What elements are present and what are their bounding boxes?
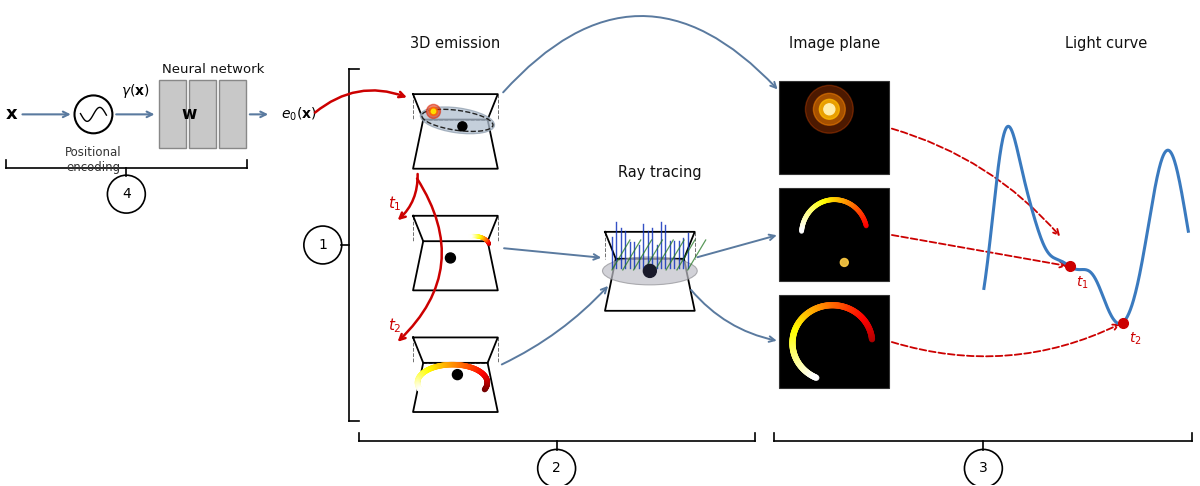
Text: $\mathbf{w}$: $\mathbf{w}$ bbox=[181, 105, 198, 123]
Text: Image plane: Image plane bbox=[788, 35, 880, 51]
Circle shape bbox=[445, 253, 456, 263]
Circle shape bbox=[431, 109, 436, 114]
Circle shape bbox=[824, 104, 835, 115]
Circle shape bbox=[452, 370, 462, 380]
Circle shape bbox=[426, 104, 440, 119]
Text: Neural network: Neural network bbox=[162, 64, 264, 76]
Text: $\gamma(\mathbf{x})$: $\gamma(\mathbf{x})$ bbox=[121, 83, 150, 101]
Circle shape bbox=[840, 259, 848, 266]
FancyBboxPatch shape bbox=[780, 82, 889, 174]
Text: 4: 4 bbox=[122, 187, 131, 201]
Text: 1: 1 bbox=[318, 238, 328, 252]
Circle shape bbox=[458, 122, 467, 131]
Text: 2: 2 bbox=[552, 461, 560, 475]
Text: $t_1$: $t_1$ bbox=[388, 195, 401, 213]
Text: $t_2$: $t_2$ bbox=[388, 316, 401, 335]
Text: Positional
encoding: Positional encoding bbox=[65, 146, 121, 174]
Text: $t_1$: $t_1$ bbox=[1076, 275, 1088, 291]
FancyBboxPatch shape bbox=[780, 295, 889, 388]
Text: Ray tracing: Ray tracing bbox=[618, 165, 702, 180]
Text: $\mathbf{x}$: $\mathbf{x}$ bbox=[5, 105, 18, 123]
Text: Light curve: Light curve bbox=[1064, 35, 1147, 51]
FancyBboxPatch shape bbox=[160, 81, 186, 148]
Ellipse shape bbox=[602, 257, 697, 285]
Circle shape bbox=[805, 86, 853, 133]
Text: 3D emission: 3D emission bbox=[410, 35, 500, 51]
Circle shape bbox=[643, 264, 656, 278]
Circle shape bbox=[430, 107, 438, 115]
FancyBboxPatch shape bbox=[220, 81, 246, 148]
Circle shape bbox=[814, 93, 845, 125]
Text: 3: 3 bbox=[979, 461, 988, 475]
FancyBboxPatch shape bbox=[780, 188, 889, 281]
Circle shape bbox=[820, 99, 839, 119]
Text: $e_0(\mathbf{x})$: $e_0(\mathbf{x})$ bbox=[281, 105, 317, 123]
FancyBboxPatch shape bbox=[190, 81, 216, 148]
Ellipse shape bbox=[420, 107, 494, 134]
Text: $t_2$: $t_2$ bbox=[1129, 330, 1141, 347]
